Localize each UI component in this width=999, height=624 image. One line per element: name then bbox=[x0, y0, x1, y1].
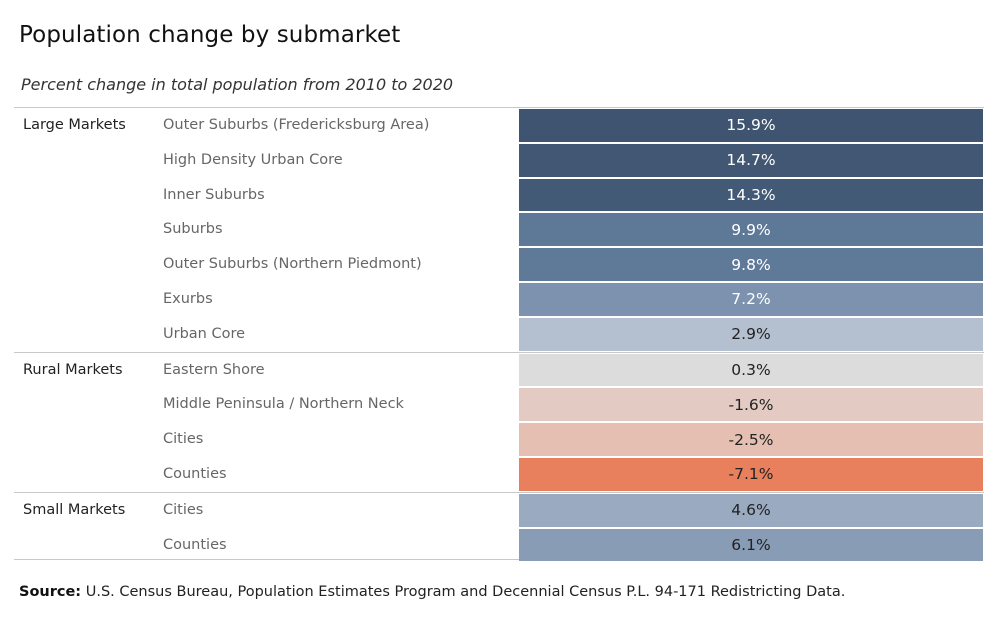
value-label: -7.1% bbox=[728, 465, 774, 484]
market-group: Small Markets Cities 4.6% Counties 6.1% bbox=[14, 491, 984, 563]
value-label: 9.9% bbox=[731, 220, 771, 239]
market-group: Rural Markets Eastern Shore 0.3% Middle Pen… bbox=[14, 351, 984, 492]
value-label: 4.6% bbox=[731, 501, 771, 520]
value-cell: -2.5% bbox=[519, 423, 983, 456]
submarket-label: Urban Core bbox=[163, 325, 246, 342]
table-row: Exurbs 7.2% bbox=[14, 282, 984, 317]
table-row: Counties 6.1% bbox=[14, 528, 984, 563]
value-label: 6.1% bbox=[731, 535, 771, 554]
submarket-label: Counties bbox=[163, 536, 227, 553]
value-label: 9.8% bbox=[731, 255, 771, 274]
value-cell: 14.3% bbox=[519, 178, 983, 212]
chart-title: Population change by submarket bbox=[19, 22, 401, 48]
value-cell: 6.1% bbox=[519, 528, 983, 562]
value-cell: 15.9% bbox=[519, 109, 983, 142]
value-cell: 0.3% bbox=[519, 353, 983, 387]
population-table: Large Markets Outer Suburbs (Fredericksbu… bbox=[14, 107, 984, 562]
value-cell: 9.9% bbox=[519, 213, 983, 247]
table-row: Eastern Shore 0.3% bbox=[14, 353, 984, 388]
submarket-label: Middle Peninsula / Northern Neck bbox=[163, 396, 404, 413]
market-group: Large Markets Outer Suburbs (Fredericksbu… bbox=[14, 107, 984, 352]
value-label: 15.9% bbox=[726, 116, 776, 135]
group-label: Rural Markets bbox=[23, 361, 123, 378]
value-label: -2.5% bbox=[728, 430, 774, 449]
value-cell: 4.6% bbox=[519, 493, 983, 527]
table-row: High Density Urban Core 14.7% bbox=[14, 143, 984, 178]
value-cell: -1.6% bbox=[519, 388, 983, 422]
table-row: Counties -7.1% bbox=[14, 457, 984, 492]
submarket-label: Eastern Shore bbox=[163, 361, 265, 378]
source-note: Source: U.S. Census Bureau, Population E… bbox=[19, 584, 845, 600]
group-label: Small Markets bbox=[23, 501, 126, 518]
source-text: U.S. Census Bureau, Population Estimates… bbox=[85, 584, 846, 600]
submarket-label: High Density Urban Core bbox=[163, 151, 343, 168]
source-label: Source: bbox=[19, 584, 82, 600]
table-row: Urban Core 2.9% bbox=[14, 317, 984, 352]
submarket-label: Suburbs bbox=[163, 221, 223, 238]
table-row: Cities -2.5% bbox=[14, 422, 984, 457]
value-label: 2.9% bbox=[731, 325, 771, 344]
value-label: 14.7% bbox=[726, 151, 776, 170]
value-label: 7.2% bbox=[731, 290, 771, 309]
submarket-label: Inner Suburbs bbox=[163, 186, 265, 203]
value-cell: 2.9% bbox=[519, 317, 983, 351]
table-row: Cities 4.6% bbox=[14, 493, 984, 528]
value-label: 14.3% bbox=[726, 185, 776, 204]
submarket-label: Outer Suburbs (Fredericksburg Area) bbox=[163, 117, 430, 133]
table-row: Suburbs 9.9% bbox=[14, 212, 984, 247]
value-cell: 7.2% bbox=[519, 282, 983, 316]
table-bottom-rule bbox=[14, 559, 519, 560]
submarket-label: Cities bbox=[163, 501, 204, 518]
value-label: -1.6% bbox=[728, 395, 774, 414]
table-row: Outer Suburbs (Northern Piedmont) 9.8% bbox=[14, 247, 984, 282]
table-row: Middle Peninsula / Northern Neck -1.6% bbox=[14, 387, 984, 422]
table-row: Outer Suburbs (Fredericksburg Area) 15.9% bbox=[14, 108, 984, 143]
value-label: 0.3% bbox=[731, 360, 771, 379]
table-row: Inner Suburbs 14.3% bbox=[14, 178, 984, 213]
value-cell: 14.7% bbox=[519, 143, 983, 177]
submarket-label: Exurbs bbox=[163, 290, 213, 307]
submarket-label: Counties bbox=[163, 465, 227, 482]
value-cell: -7.1% bbox=[519, 457, 983, 491]
value-cell: 9.8% bbox=[519, 248, 983, 281]
group-label: Large Markets bbox=[23, 117, 126, 133]
chart-subtitle: Percent change in total population from … bbox=[21, 75, 454, 94]
submarket-label: Cities bbox=[163, 431, 204, 448]
submarket-label: Outer Suburbs (Northern Piedmont) bbox=[163, 256, 422, 273]
